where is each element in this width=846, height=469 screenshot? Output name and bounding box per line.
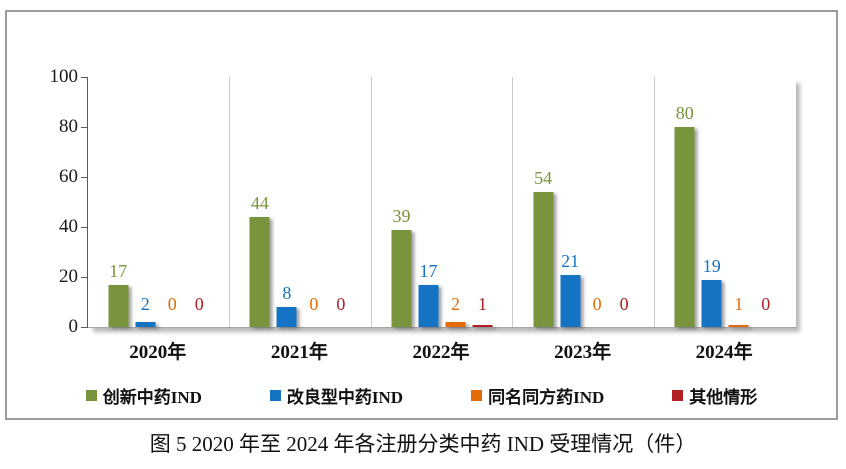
bar-value-label: 17 [109,260,128,281]
category-group: 39 17 2 1 [371,77,513,327]
x-axis-label: 2022年 [412,342,470,363]
bar-value-label: 0 [194,294,204,314]
x-axis-label: 2020年 [129,342,187,363]
category-gridline [512,77,514,327]
x-axis-label: 2023年 [554,342,612,363]
y-axis-label: 20 [59,266,78,287]
bar-value-label: 0 [336,294,346,314]
bar [445,322,466,327]
bar-value-label: 0 [592,294,602,314]
legend-label: 创新中药IND [102,388,202,407]
bar-value-label: 2 [450,294,460,314]
category-group: 54 21 0 0 [513,77,655,327]
legend-swatch-icon [85,390,97,401]
bar [533,192,554,327]
bar-value-label: 0 [619,294,629,314]
legend-label: 其他情形 [689,388,758,407]
bar [249,217,270,327]
legend: 创新中药IND 改良型中药IND 同名同方药IND 其他情形 [5,383,838,408]
bar-value-label: 1 [734,294,744,314]
bar-value-label: 44 [250,193,269,213]
bar-value-label: 1 [477,294,487,314]
legend-swatch-icon [672,390,684,401]
bar-value-label: 39 [392,205,411,226]
bar-value-label: 21 [561,250,580,271]
y-axis-label: 0 [68,316,79,337]
y-axis-label: 100 [49,66,79,87]
category-gridline [653,77,655,327]
bar [560,274,581,327]
bar [391,229,412,327]
figure-caption: 图 5 2020 年至 2024 年各注册分类中药 IND 受理情况（件） [149,432,697,456]
y-axis-tick [81,226,88,228]
bar-value-label: 17 [419,260,438,281]
bar [472,324,493,327]
bar-value-label: 0 [761,294,771,314]
legend-swatch-icon [471,390,483,401]
bar [674,127,695,327]
x-axis-label: 2024年 [695,342,753,363]
legend-item: 同名同方药IND [471,383,604,408]
category-gridline [370,77,372,327]
y-axis-tick [81,276,88,278]
plot-area: 17 2 0 0 44 8 0 0 39 17 2 1 54 21 0 0 80 19 1 0 [81,76,796,328]
legend-label: 同名同方药IND [488,388,605,407]
legend-swatch-icon [269,390,281,401]
category-gridline [229,77,231,327]
bar [108,284,129,327]
y-axis-tick [81,126,88,128]
bar-value-label: 54 [534,168,553,188]
legend-item: 其他情形 [672,383,757,408]
x-axis-label: 2021年 [270,342,328,363]
legend-label: 改良型中药IND [286,388,404,407]
bar [701,279,722,327]
bar-value-label: 80 [675,103,694,123]
bar [728,324,749,327]
bar-value-label: 0 [167,294,177,314]
bar [276,307,297,327]
bar [418,284,439,327]
y-axis-tick [81,176,88,178]
y-axis-label: 60 [59,166,78,187]
bar [135,322,156,327]
legend-item: 创新中药IND [85,383,202,408]
y-axis-tick [81,76,88,78]
y-axis-label: 80 [59,116,78,137]
legend-item: 改良型中药IND [269,383,404,408]
y-axis-label: 40 [59,216,78,237]
bar-value-label: 19 [702,255,721,276]
category-group: 44 8 0 0 [230,77,372,327]
bar-value-label: 2 [140,294,150,314]
y-axis-tick [81,326,88,328]
category-group: 17 2 0 0 [88,77,230,327]
bar-value-label: 0 [309,294,319,314]
category-group: 80 19 1 0 [654,77,796,327]
bar-value-label: 8 [282,283,292,303]
